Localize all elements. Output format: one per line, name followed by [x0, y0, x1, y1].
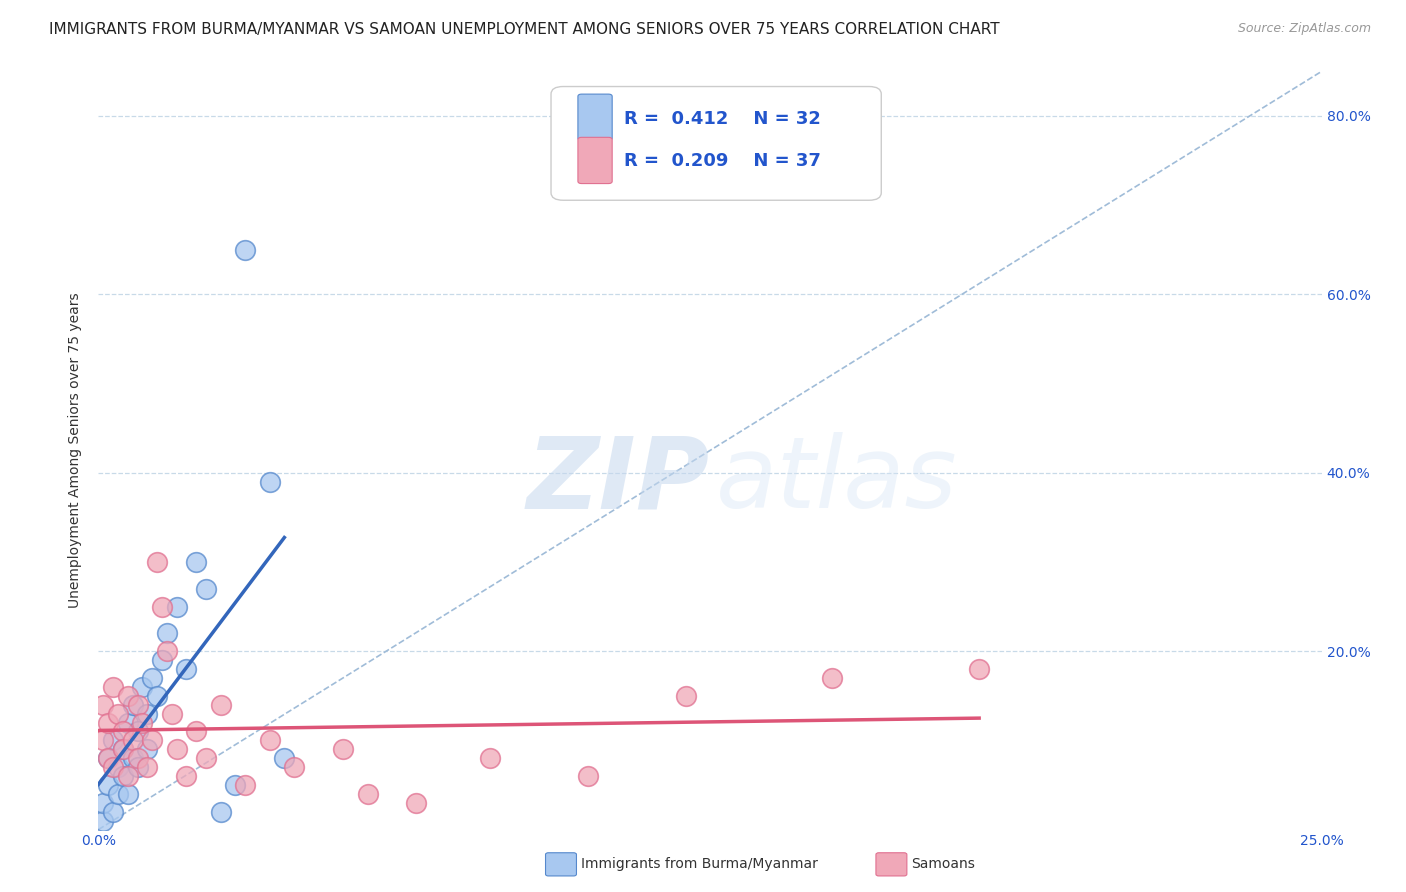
Point: [97, 751, 120, 765]
Text: Immigrants from Burma/Myanmar: Immigrants from Burma/Myanmar: [581, 857, 817, 871]
Point: [209, 698, 232, 712]
Text: atlas: atlas: [716, 433, 957, 529]
Point: [141, 671, 163, 685]
Point: [136, 742, 159, 756]
Point: [111, 769, 134, 783]
Point: [150, 653, 173, 667]
Point: [233, 243, 256, 257]
Point: [209, 805, 232, 819]
Point: [97, 778, 120, 792]
Point: [576, 769, 599, 783]
Point: [166, 742, 188, 756]
Point: [127, 751, 149, 765]
Point: [141, 733, 163, 747]
Point: [111, 742, 134, 756]
Point: [166, 599, 188, 614]
Point: [121, 733, 143, 747]
Point: [356, 787, 378, 801]
Point: [176, 769, 198, 783]
Y-axis label: Unemployment Among Seniors over 75 years: Unemployment Among Seniors over 75 years: [69, 293, 83, 608]
Point: [224, 778, 246, 792]
Point: [117, 769, 139, 783]
Point: [121, 698, 143, 712]
Point: [176, 662, 198, 676]
Point: [160, 706, 183, 721]
Point: [101, 733, 124, 747]
Point: [146, 689, 169, 703]
Point: [101, 805, 124, 819]
Point: [478, 751, 501, 765]
Point: [91, 698, 114, 712]
Text: ZIP: ZIP: [527, 433, 710, 529]
Point: [675, 689, 697, 703]
Point: [967, 662, 990, 676]
Point: [136, 760, 159, 774]
Point: [195, 582, 218, 596]
Point: [195, 751, 218, 765]
Point: [283, 760, 305, 774]
Point: [91, 814, 114, 828]
Point: [107, 706, 129, 721]
Point: [259, 475, 281, 489]
Point: [405, 796, 427, 810]
Point: [101, 760, 124, 774]
Point: [121, 751, 143, 765]
Point: [111, 742, 134, 756]
Point: [821, 671, 844, 685]
Text: R =  0.412    N = 32: R = 0.412 N = 32: [624, 110, 821, 128]
Point: [101, 680, 124, 694]
Point: [136, 706, 159, 721]
Point: [107, 760, 129, 774]
Text: IMMIGRANTS FROM BURMA/MYANMAR VS SAMOAN UNEMPLOYMENT AMONG SENIORS OVER 75 YEARS: IMMIGRANTS FROM BURMA/MYANMAR VS SAMOAN …: [49, 22, 1000, 37]
Text: R =  0.209    N = 37: R = 0.209 N = 37: [624, 152, 821, 169]
Point: [127, 698, 149, 712]
Point: [127, 760, 149, 774]
Point: [111, 724, 134, 739]
Point: [97, 751, 120, 765]
Point: [131, 680, 153, 694]
Point: [131, 715, 153, 730]
Point: [273, 751, 295, 765]
Point: [156, 626, 179, 640]
Text: Samoans: Samoans: [911, 857, 974, 871]
Text: Source: ZipAtlas.com: Source: ZipAtlas.com: [1237, 22, 1371, 36]
FancyBboxPatch shape: [578, 137, 612, 184]
Point: [117, 715, 139, 730]
Point: [332, 742, 354, 756]
Point: [117, 787, 139, 801]
Point: [233, 778, 256, 792]
Point: [150, 599, 173, 614]
Point: [186, 724, 208, 739]
FancyBboxPatch shape: [551, 87, 882, 201]
Point: [127, 724, 149, 739]
Point: [156, 644, 179, 658]
Point: [146, 555, 169, 569]
Point: [117, 689, 139, 703]
Point: [97, 715, 120, 730]
Point: [107, 787, 129, 801]
FancyBboxPatch shape: [578, 95, 612, 140]
Point: [186, 555, 208, 569]
Point: [91, 796, 114, 810]
Point: [259, 733, 281, 747]
Point: [91, 733, 114, 747]
